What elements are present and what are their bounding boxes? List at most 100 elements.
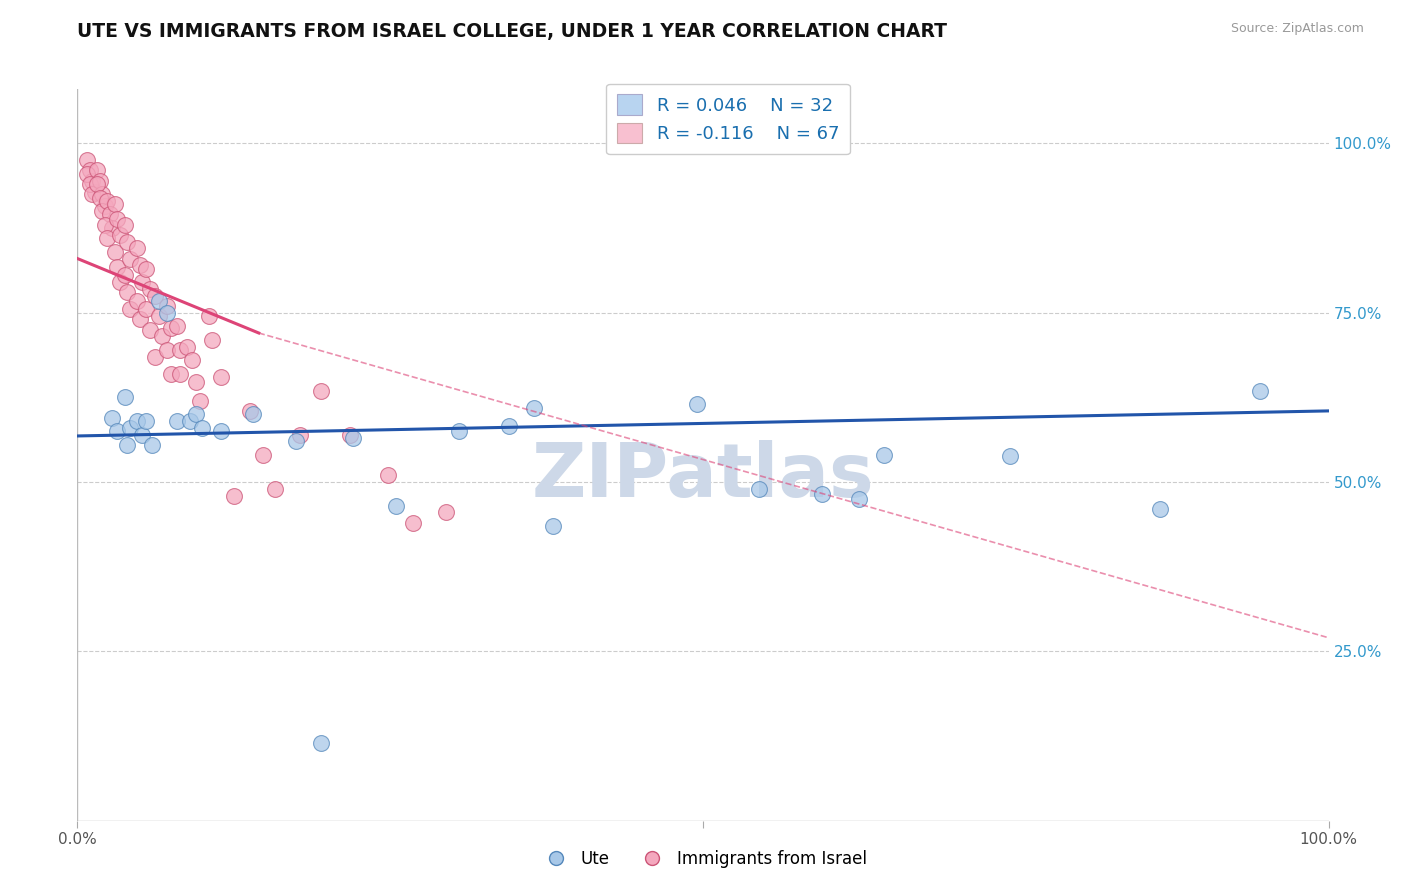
Point <box>188 393 211 408</box>
Point <box>191 421 214 435</box>
Point <box>108 275 131 289</box>
Point <box>160 367 183 381</box>
Point <box>135 414 157 428</box>
Point <box>117 438 139 452</box>
Point <box>209 370 232 384</box>
Point <box>148 309 170 323</box>
Point <box>86 163 108 178</box>
Legend: Ute, Immigrants from Israel: Ute, Immigrants from Israel <box>533 843 873 874</box>
Point <box>96 231 118 245</box>
Point <box>169 367 191 381</box>
Point <box>94 199 117 213</box>
Point <box>160 320 183 334</box>
Point <box>998 450 1021 464</box>
Point <box>156 343 179 357</box>
Point <box>447 424 470 438</box>
Point <box>118 421 141 435</box>
Point <box>311 736 333 750</box>
Point <box>186 375 208 389</box>
Point <box>686 397 709 411</box>
Point <box>239 404 262 418</box>
Point <box>166 414 188 428</box>
Point <box>114 268 136 283</box>
Point <box>108 227 131 242</box>
Point <box>139 282 162 296</box>
Point <box>105 424 128 438</box>
Point <box>311 384 333 398</box>
Point <box>166 319 188 334</box>
Point <box>811 486 834 500</box>
Point <box>541 519 564 533</box>
Point <box>82 187 104 202</box>
Point <box>285 434 308 449</box>
Point <box>179 414 201 428</box>
Point <box>76 167 98 181</box>
Point <box>148 293 170 308</box>
Point <box>117 235 139 249</box>
Point <box>83 185 105 199</box>
Point <box>156 299 179 313</box>
Point <box>209 424 232 438</box>
Point <box>176 340 198 354</box>
Point <box>105 260 128 274</box>
Point <box>91 187 114 202</box>
Point <box>143 350 166 364</box>
Point <box>169 343 191 357</box>
Point <box>118 302 141 317</box>
Point <box>873 448 896 462</box>
Point <box>201 333 224 347</box>
Point <box>129 312 152 326</box>
Point <box>118 252 141 266</box>
Point <box>436 506 458 520</box>
Point <box>114 218 136 232</box>
Point <box>748 482 770 496</box>
Point <box>339 427 361 442</box>
Point <box>131 275 153 289</box>
Point <box>135 261 157 276</box>
Point <box>101 410 124 425</box>
Point <box>342 431 364 445</box>
Point <box>127 293 149 308</box>
Point <box>385 499 408 513</box>
Point <box>101 221 124 235</box>
Point <box>117 285 139 300</box>
Point <box>127 241 149 255</box>
Point <box>86 177 108 191</box>
Point <box>222 489 245 503</box>
Point <box>89 190 111 204</box>
Point <box>141 438 163 452</box>
Point <box>242 407 264 421</box>
Point <box>523 401 546 415</box>
Point <box>98 207 121 221</box>
Point <box>288 427 311 442</box>
Point <box>498 418 520 433</box>
Point <box>82 174 104 188</box>
Point <box>848 491 870 506</box>
Point <box>139 323 162 337</box>
Point <box>197 309 219 323</box>
Point <box>105 212 128 227</box>
Point <box>91 204 114 219</box>
Point <box>135 302 157 317</box>
Text: UTE VS IMMIGRANTS FROM ISRAEL COLLEGE, UNDER 1 YEAR CORRELATION CHART: UTE VS IMMIGRANTS FROM ISRAEL COLLEGE, U… <box>77 22 948 41</box>
Point <box>252 448 274 462</box>
Text: ZIPatlas: ZIPatlas <box>531 441 875 514</box>
Point <box>181 353 204 368</box>
Point <box>377 468 399 483</box>
Point <box>76 153 98 168</box>
Point <box>96 194 118 208</box>
Point <box>131 427 153 442</box>
Point <box>94 218 117 232</box>
Point <box>127 414 149 428</box>
Point <box>152 329 174 343</box>
Point <box>129 258 152 272</box>
Point <box>1149 502 1171 516</box>
Point <box>402 516 425 530</box>
Point <box>143 289 166 303</box>
Point <box>1249 384 1271 398</box>
Point <box>89 174 111 188</box>
Point <box>114 390 136 404</box>
Text: Source: ZipAtlas.com: Source: ZipAtlas.com <box>1230 22 1364 36</box>
Point <box>104 244 127 259</box>
Point <box>79 177 101 191</box>
